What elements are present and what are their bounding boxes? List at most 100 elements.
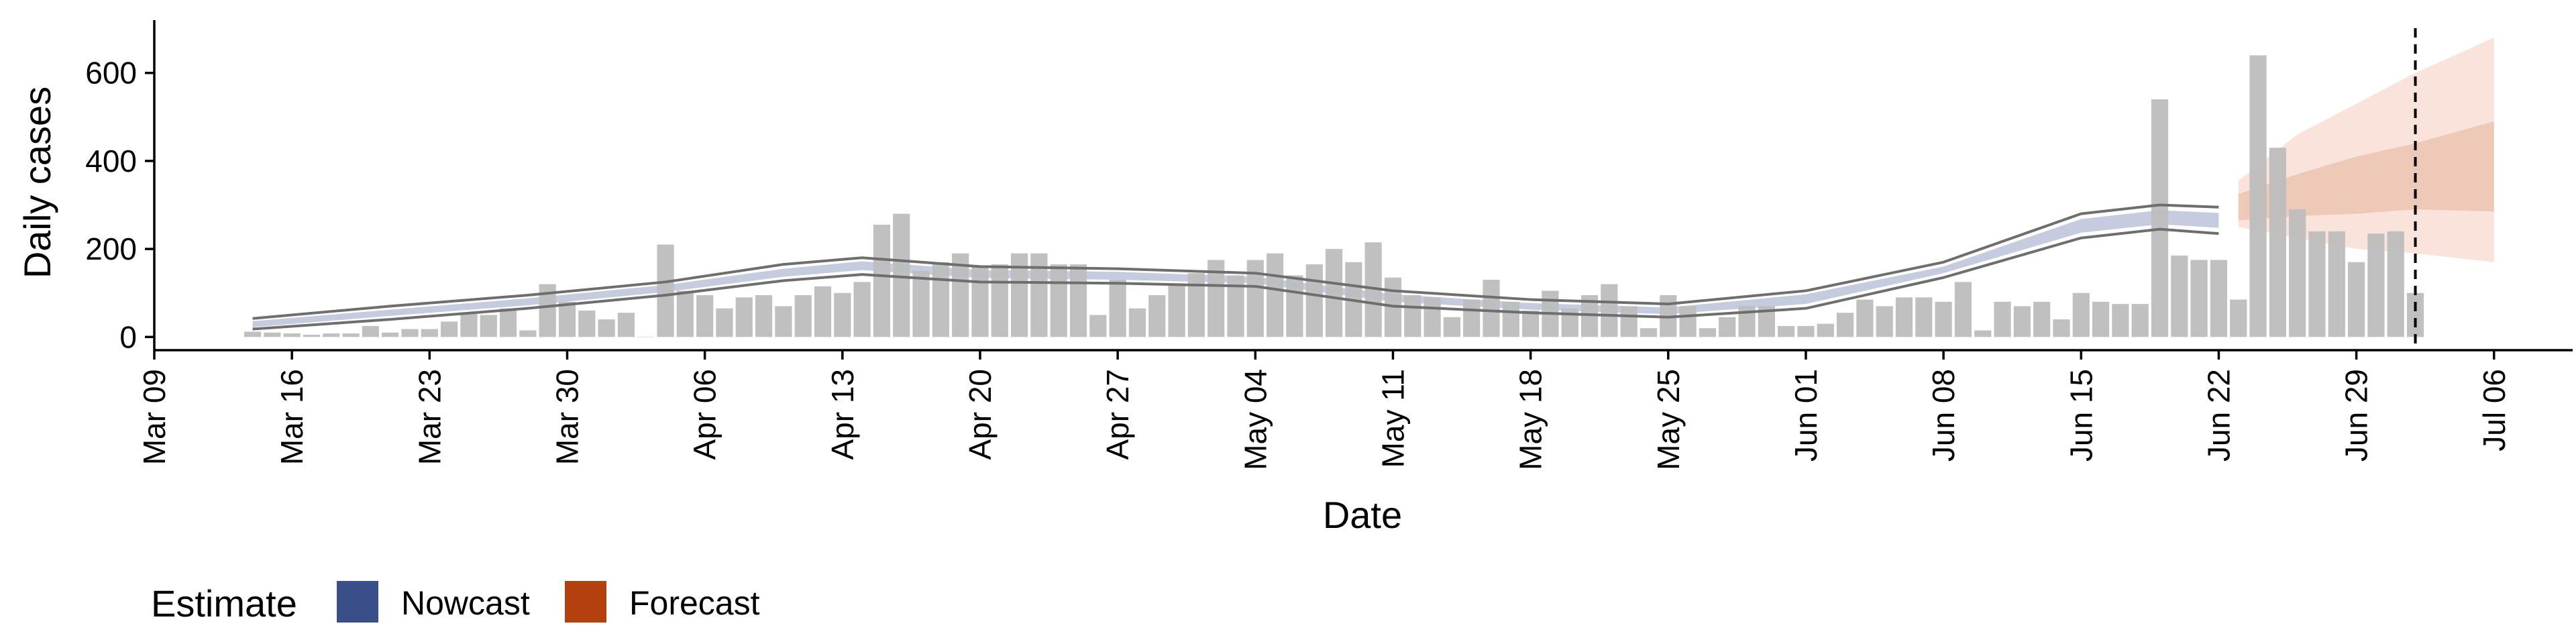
case-bar <box>1817 323 1834 337</box>
case-bar <box>244 331 262 337</box>
legend-swatch-nowcast <box>337 581 378 623</box>
case-bar <box>2112 304 2129 337</box>
case-bar <box>2230 299 2247 337</box>
case-bar <box>2053 319 2070 337</box>
case-bar <box>775 306 792 337</box>
case-bar <box>794 295 812 337</box>
case-bar <box>932 262 949 337</box>
case-bar <box>1719 317 1736 337</box>
case-bar <box>657 244 674 337</box>
case-bar <box>1915 297 1933 337</box>
case-bar <box>1069 264 1087 337</box>
x-tick-label: May 04 <box>1238 369 1273 470</box>
case-bar <box>834 292 851 337</box>
case-bar <box>1246 260 1264 337</box>
case-bar <box>853 282 871 337</box>
case-bar <box>1148 295 1166 337</box>
case-bar <box>1601 284 1618 337</box>
case-bar <box>1876 306 1893 337</box>
case-bar <box>617 313 635 337</box>
axes: 0 200 400 600 Mar 09 Mar 16 Mar 23 Mar 30 Apr 06… <box>85 20 2573 470</box>
case-bar <box>460 313 478 337</box>
case-bar <box>814 286 832 337</box>
case-bar <box>2387 231 2404 337</box>
case-bar <box>283 333 301 337</box>
case-bar <box>578 310 596 337</box>
y-axis-title: Daily cases <box>16 87 58 278</box>
legend: Estimate Nowcast Forecast <box>151 581 760 625</box>
case-bar <box>1699 328 1717 337</box>
case-bar <box>480 315 497 337</box>
case-bar <box>1168 284 1185 337</box>
case-bar <box>598 319 615 337</box>
x-tick-label: Mar 30 <box>549 369 584 465</box>
case-bar <box>1424 297 1441 337</box>
case-bar <box>1974 330 1992 337</box>
forecast-ribbons <box>2238 38 2494 262</box>
case-bar <box>1954 282 1972 337</box>
case-bar <box>1679 306 1697 337</box>
legend-swatch-forecast <box>565 581 606 623</box>
case-bars <box>244 55 2424 337</box>
case-bar <box>2406 292 2424 337</box>
case-bar <box>264 332 281 337</box>
x-tick-label: Mar 16 <box>274 369 309 465</box>
case-bar <box>1109 280 1126 337</box>
case-bar <box>952 253 969 337</box>
case-bar <box>558 301 576 337</box>
x-tick-label: Jun 22 <box>2201 369 2236 462</box>
legend-label-nowcast: Nowcast <box>401 584 530 622</box>
case-bar <box>441 321 458 337</box>
case-bar <box>1325 249 1343 337</box>
case-bar <box>735 297 753 337</box>
case-bar <box>342 333 360 337</box>
case-bar <box>1404 295 1421 337</box>
case-bar <box>2367 233 2385 337</box>
case-bar <box>1305 264 1323 337</box>
case-bar <box>519 330 537 337</box>
x-tick-label: May 25 <box>1651 369 1686 470</box>
case-bar <box>1620 306 1638 337</box>
case-bar <box>2308 231 2326 337</box>
case-bar <box>1483 280 1500 337</box>
case-bar <box>2033 301 2051 337</box>
case-bar <box>303 335 321 337</box>
case-bar <box>401 329 419 337</box>
case-bar <box>2092 301 2110 337</box>
case-bar <box>1050 264 1067 337</box>
case-bar <box>676 290 694 337</box>
case-bar <box>1443 317 1460 337</box>
x-tick-label: Jul 06 <box>2477 369 2512 451</box>
case-bar <box>1640 328 1658 337</box>
y-tick-label: 400 <box>85 144 137 178</box>
case-bar <box>2013 306 2031 337</box>
case-bar <box>2269 148 2286 337</box>
case-bar <box>1778 325 1795 337</box>
forecast-inner-ribbon <box>2238 121 2494 221</box>
case-bar <box>696 295 714 337</box>
case-bar <box>1187 273 1205 337</box>
case-bar <box>2190 260 2208 337</box>
case-bar <box>1128 308 1146 337</box>
case-bar <box>755 295 773 337</box>
nowcast-lower-line <box>252 227 2219 331</box>
case-bar <box>421 329 438 337</box>
x-tick-label: Jun 29 <box>2339 369 2374 462</box>
case-bar <box>1522 310 1540 337</box>
x-tick-label: Jun 15 <box>2063 369 2098 462</box>
case-bar <box>2210 260 2228 337</box>
case-bar <box>1994 301 2011 337</box>
legend-title: Estimate <box>151 582 297 625</box>
case-bar <box>2328 231 2345 337</box>
x-tick-label: Mar 23 <box>412 369 447 465</box>
case-bar <box>2289 209 2306 337</box>
case-bar <box>1836 313 1854 337</box>
y-tick-label: 600 <box>85 56 137 91</box>
x-tick-label: Apr 27 <box>1100 369 1135 460</box>
case-bar <box>499 308 517 337</box>
case-bar <box>971 266 989 337</box>
case-bar <box>1797 325 1815 337</box>
x-tick-label: Apr 13 <box>825 369 860 460</box>
case-bar <box>1856 299 1874 337</box>
